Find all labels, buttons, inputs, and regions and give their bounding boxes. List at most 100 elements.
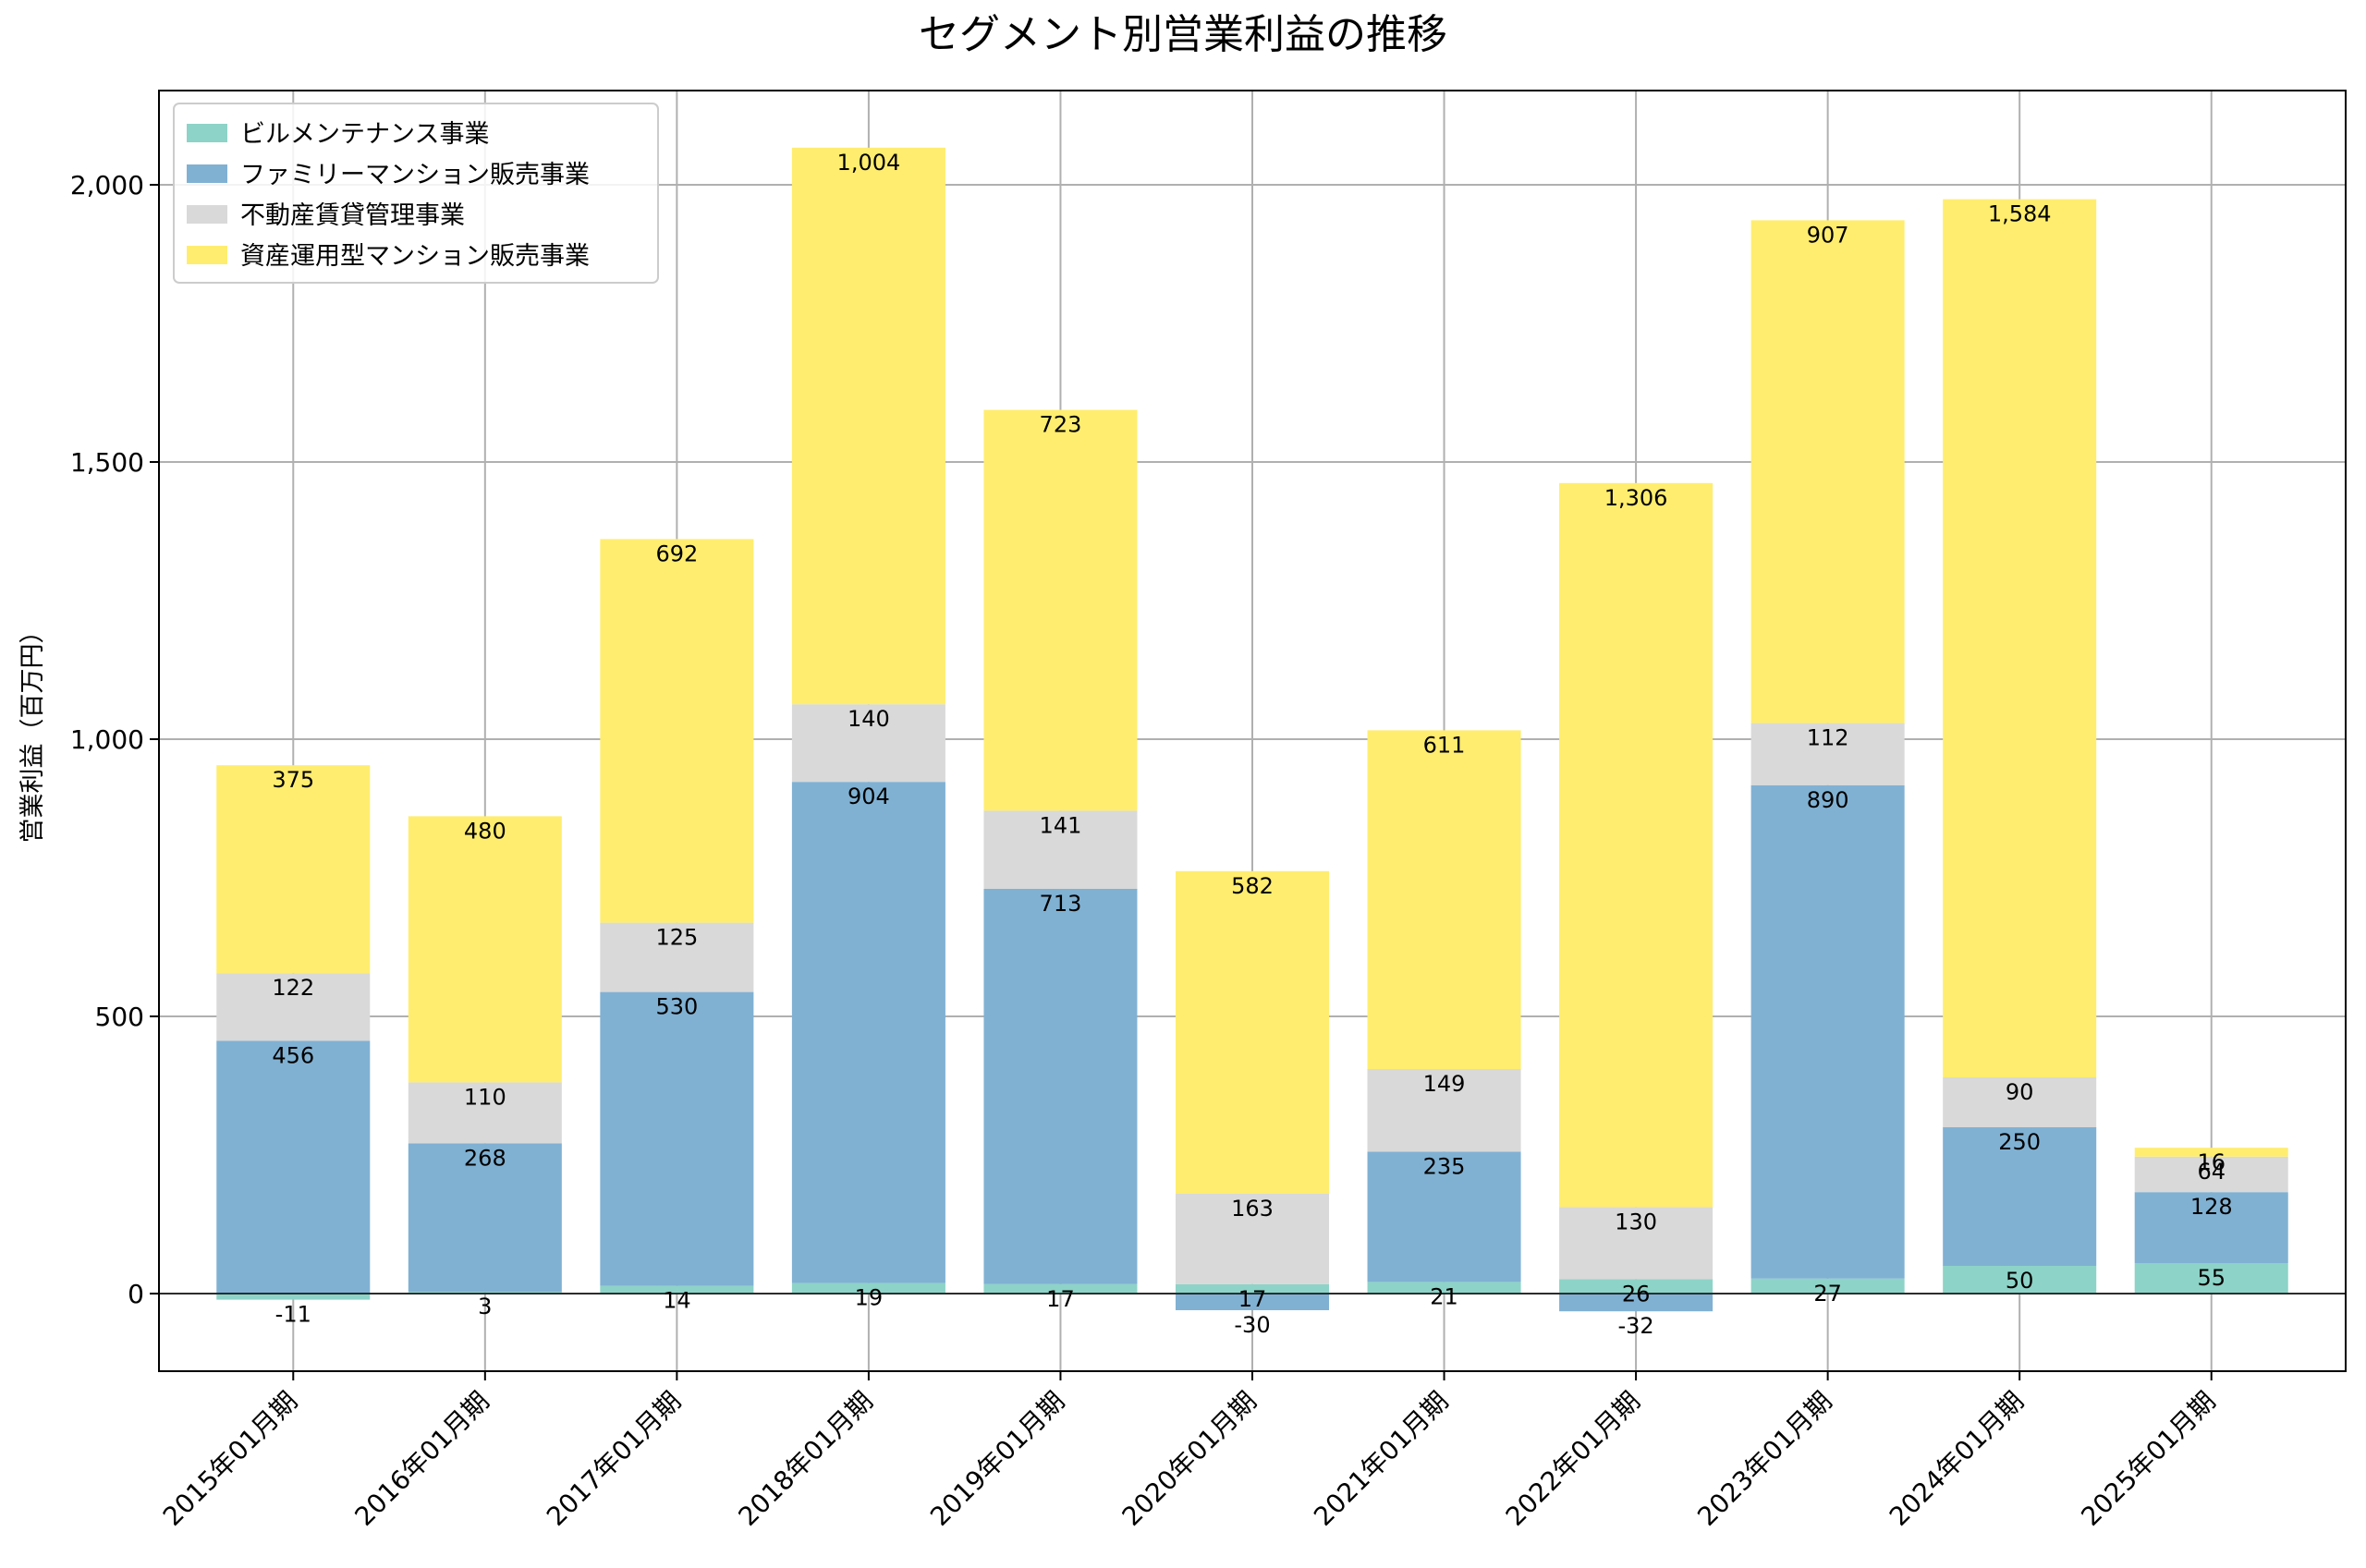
y-tick-label: 500 [95,1002,144,1032]
bar-segment [1367,1151,1521,1282]
data-label: 692 [655,541,698,566]
data-label: 19 [855,1285,884,1311]
data-label: 149 [1423,1071,1466,1097]
bar-segment [983,409,1138,811]
bar-segment [1943,1266,2097,1294]
bar-segment [1750,723,1905,785]
bar-segment [983,810,1138,889]
bar-segment [1175,870,1330,1194]
bar-segment [1367,1069,1521,1152]
data-label: 1,004 [837,150,901,176]
x-tick-label: 2020年01月期 [1116,1386,1262,1532]
data-label: 130 [1615,1209,1657,1234]
legend-label: 不動産賃貸管理事業 [240,201,465,230]
bar-segment [983,1283,1138,1294]
bar-segment [2134,1148,2288,1157]
bar-segment [2134,1156,2288,1193]
bar-segment [1559,482,1714,1208]
legend-swatch [187,164,227,183]
data-label: 723 [1040,412,1082,438]
data-label: 14 [663,1288,691,1314]
legend-label: ファミリーマンション販売事業 [240,161,590,189]
data-label: 140 [848,706,890,732]
data-label: 122 [272,975,314,1001]
bar-segment [1367,1282,1521,1294]
data-label: 456 [272,1042,314,1068]
bar-segment [600,922,754,992]
data-label: 907 [1807,222,1849,248]
data-label: 17 [1046,1286,1075,1312]
bar-segment [216,1040,371,1294]
data-label: 141 [1040,812,1082,838]
data-label: -11 [275,1302,311,1328]
bar-segment [408,1143,562,1293]
bar-segment [1559,1294,1714,1312]
bar-segment [216,765,371,974]
data-label: 110 [464,1084,506,1110]
bar-segment [1750,220,1905,723]
legend-swatch [187,205,227,224]
x-tick-label: 2018年01月期 [733,1386,879,1532]
bar-segment [1750,1278,1905,1294]
data-label: 1,306 [1604,485,1668,511]
data-label: 235 [1423,1153,1466,1179]
bar-segment [216,1294,371,1300]
bar-segment [1175,1283,1330,1294]
data-labels: -11 456 122 375 3 268 110 480 14 530 125 692 19 904 14… [272,150,2232,1339]
bar-segment [600,991,754,1286]
bar-segment [1175,1194,1330,1284]
bar-segment [1559,1207,1714,1280]
data-label: -30 [1234,1312,1270,1338]
x-axis: 2015年01月期 2016年01月期 2017年01月期 2018年01月期 2019… [157,1371,2222,1532]
data-label: 713 [1040,891,1082,917]
bar-segment [408,816,562,1083]
y-tick-label: 0 [128,1279,144,1309]
legend-label: 資産運用型マンション販売事業 [240,242,590,271]
x-tick-label: 2015年01月期 [157,1386,303,1532]
data-label: 890 [1807,787,1849,813]
y-tick-label: 1,500 [70,447,144,478]
data-label: 3 [478,1294,492,1319]
data-label: 50 [2006,1268,2034,1294]
bar-segment [1559,1279,1714,1294]
bar-segment [791,147,945,705]
bar-segment [1750,784,1905,1279]
bar-segment [791,704,945,783]
data-label: 128 [2190,1194,2233,1220]
data-label: 112 [1807,725,1849,751]
legend-label: ビルメンテナンス事業 [240,120,489,149]
x-tick-label: 2025年01月期 [2075,1386,2221,1532]
bar-segment [1175,1294,1330,1310]
data-label: 125 [655,925,698,951]
x-tick-label: 2022年01月期 [1500,1386,1646,1532]
data-label: 17 [1238,1286,1267,1312]
data-label: 55 [2197,1265,2226,1291]
x-tick-label: 2019年01月期 [924,1386,1070,1532]
y-axis-label: 営業利益（百万円） [18,619,47,844]
data-label: 268 [464,1145,506,1171]
data-label: 375 [272,767,314,793]
bar-segment [408,1292,562,1294]
bar-segment [983,889,1138,1284]
legend-swatch [187,124,227,142]
bar-segment [2134,1192,2288,1263]
bars [216,147,2288,1312]
x-tick-label: 2023年01月期 [1691,1386,1837,1532]
legend: ビルメンテナンス事業ファミリーマンション販売事業不動産賃貸管理事業資産運用型マン… [173,103,659,284]
legend-box [173,103,659,284]
bar-segment [216,973,371,1041]
bar-segment [600,539,754,923]
data-label: 64 [2197,1159,2226,1185]
data-label: 480 [464,818,506,844]
data-label: 582 [1231,873,1274,899]
x-tick-label: 2016年01月期 [348,1386,494,1532]
bar-segment [791,1282,945,1294]
chart-title: セグメント別営業利益の推移 [919,11,1447,58]
data-label: 1,584 [1988,201,2052,227]
bar-segment [600,1285,754,1294]
x-tick-label: 2024年01月期 [1884,1386,2030,1532]
y-tick-label: 1,000 [70,724,144,755]
bar-segment [791,782,945,1283]
bar-segment [2134,1263,2288,1294]
